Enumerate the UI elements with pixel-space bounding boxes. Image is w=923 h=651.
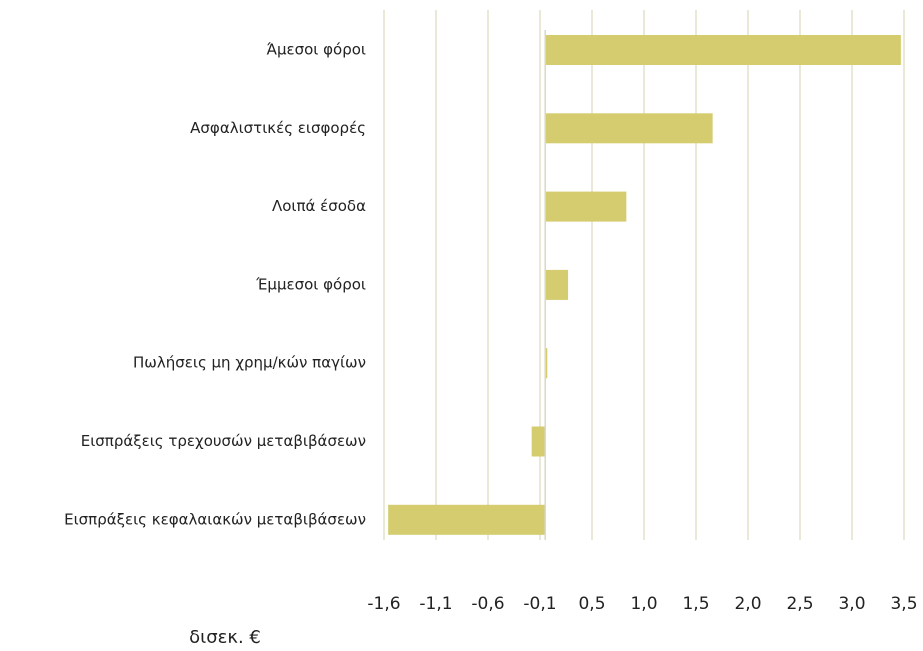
bar	[388, 504, 546, 535]
y-tick-label: Άμεσοι φόροι	[267, 41, 366, 59]
y-tick-label: Έμμεσοι φόροι	[255, 275, 366, 293]
bar	[545, 35, 901, 65]
x-tick-label: 1,5	[682, 594, 709, 614]
x-tick-label: -1,6	[367, 594, 400, 614]
x-tick-label: 0,5	[578, 594, 605, 614]
y-tick-label: Πωλήσεις μη χρημ/κών παγίων	[133, 354, 366, 372]
x-tick-label: -1,1	[419, 594, 452, 614]
x-tick-label: 3,0	[838, 594, 865, 614]
bar	[545, 113, 713, 144]
y-tick-label: Εισπράξεις τρεχουσών μεταβιβάσεων	[81, 432, 366, 450]
bar	[545, 191, 627, 222]
y-tick-label: Εισπράξεις κεφαλαιακών μεταβιβάσεων	[64, 510, 366, 528]
y-tick-label: Λοιπά έσοδα	[272, 197, 366, 215]
bar	[545, 269, 569, 300]
x-tick-label: -0,1	[523, 594, 556, 614]
x-tick-label: -0,6	[471, 594, 504, 614]
y-tick-label: Ασφαλιστικές εισφορές	[190, 119, 366, 137]
x-tick-label: 1,0	[630, 594, 657, 614]
x-tick-label: 2,5	[786, 594, 813, 614]
x-tick-label: 3,5	[890, 594, 917, 614]
x-tick-label: 2,0	[734, 594, 761, 614]
bar	[531, 426, 546, 457]
bar	[545, 348, 548, 379]
x-axis-label: δισεκ. €	[189, 627, 261, 648]
